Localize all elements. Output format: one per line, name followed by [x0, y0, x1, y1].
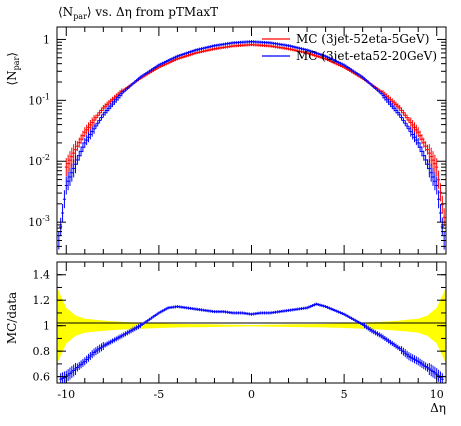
x-tick-label: 5 — [341, 388, 348, 401]
x-axis-label: Δη — [430, 401, 446, 415]
main-y-axis-label: ⟨Npar⟩ — [5, 52, 21, 86]
main-y-axis: 1 10-1 10-2 10-3 — [28, 33, 446, 255]
x-tick-label: -5 — [154, 388, 165, 401]
ratio-band-polygon — [57, 287, 446, 364]
main-y-tick-label: 10-1 — [28, 92, 50, 107]
series-2-markers — [57, 40, 446, 250]
ratio-series-group — [59, 302, 444, 383]
legend-label-2: MC (3jet-eta52-20GeV) — [296, 49, 437, 63]
ratio-y-axis: 0.6 0.8 1 1.2 1.4 — [33, 269, 446, 384]
main-x-ticks — [65, 27, 438, 254]
x-tick-label: 10 — [430, 388, 444, 401]
x-tick-label: -10 — [57, 388, 75, 401]
chart-title: ⟨Npar⟩ vs. Δη from pTMaxT — [58, 5, 218, 21]
ratio-y-tick-label: 0.6 — [33, 371, 51, 384]
legend: MC (3jet-52eta-5GeV) MC (3jet-eta52-20GeV… — [262, 32, 437, 63]
legend-label-1: MC (3jet-52eta-5GeV) — [296, 32, 429, 46]
ratio-y-tick-label: 0.8 — [33, 345, 51, 358]
main-y-tick-label: 10-2 — [28, 153, 50, 168]
ratio-x-axis: -10 -5 0 5 10 — [57, 262, 444, 401]
ratio-y-tick-label: 1.2 — [33, 294, 51, 307]
main-y-tick-label: 1 — [43, 33, 50, 46]
ratio-series-1-markers — [59, 302, 444, 383]
ratio-y-tick-label: 1.4 — [33, 269, 51, 282]
x-tick-label: 0 — [248, 388, 255, 401]
main-series-group — [57, 40, 446, 250]
main-y-tick-label: 10-3 — [28, 214, 50, 229]
ratio-uncertainty-band — [57, 287, 446, 364]
ratio-y-tick-label: 1 — [43, 320, 50, 333]
ratio-y-axis-label: MC/data — [5, 292, 19, 344]
series-1-markers — [64, 43, 446, 227]
